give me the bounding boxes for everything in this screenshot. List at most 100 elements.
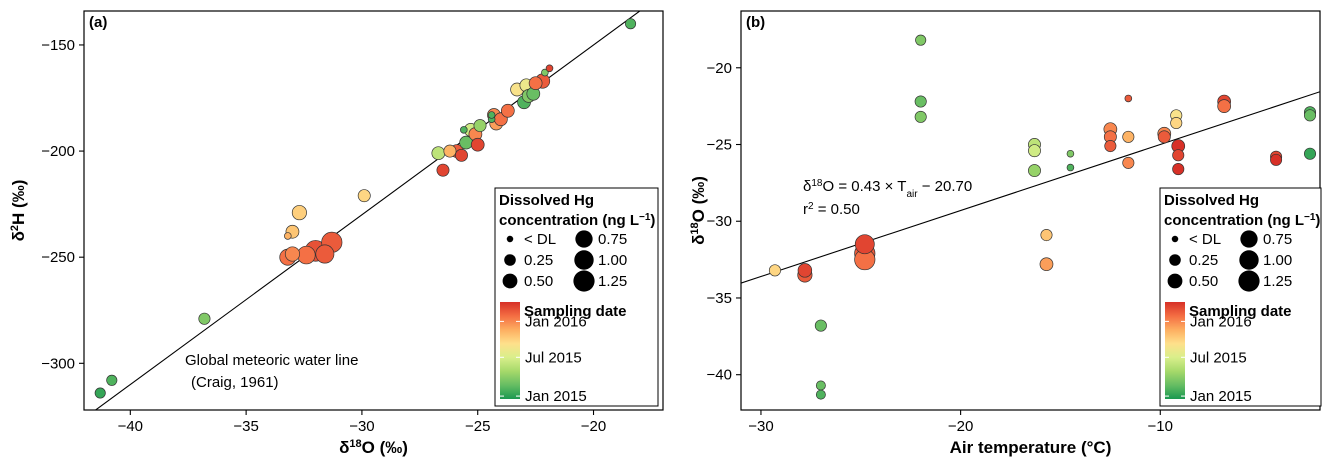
data-point	[94, 387, 106, 399]
data-point	[814, 319, 827, 332]
legend-size-label: < DL	[524, 231, 556, 248]
legend-size-title: Dissolved Hg	[499, 192, 594, 209]
data-point	[1172, 149, 1185, 162]
regression-line	[741, 91, 1320, 284]
plot-frame	[83, 10, 664, 411]
data-point	[545, 64, 554, 73]
data-point	[1028, 144, 1041, 158]
legend-size-swatch	[575, 230, 593, 248]
data-point	[1066, 149, 1075, 158]
legend-size-swatch	[1167, 273, 1183, 289]
y-tick-label: −25	[707, 137, 732, 154]
legend-size-label: 1.25	[1263, 273, 1292, 290]
data-point	[854, 234, 875, 255]
data-point	[284, 246, 300, 262]
data-point	[443, 144, 457, 158]
legend-size-title: Dissolved Hg	[1164, 192, 1259, 209]
legend-size-swatch	[502, 273, 518, 289]
legend-size-subtitle: concentration (ng L−1)	[499, 212, 655, 230]
data-point	[1304, 109, 1317, 122]
y-tick-label: −30	[707, 213, 732, 230]
legend: Dissolved Hg concentration (ng L−1)< DL 0.…	[494, 187, 659, 407]
legend-size-swatch	[574, 250, 594, 270]
data-point	[1028, 164, 1041, 178]
data-point	[198, 312, 211, 325]
y-axis-title: δ2H (‰)	[9, 180, 28, 242]
x-tick-label: −25	[465, 418, 490, 435]
legend-size-swatch	[1238, 270, 1260, 292]
data-point	[815, 389, 826, 400]
x-tick-label: −35	[233, 418, 258, 435]
x-tick-label: −20	[948, 418, 973, 435]
data-point	[487, 111, 496, 119]
legend-size-swatch	[573, 270, 595, 292]
data-point	[914, 110, 927, 123]
data-point	[914, 95, 927, 108]
y-tick-label: −40	[707, 367, 732, 384]
data-point	[1170, 117, 1183, 130]
data-point	[357, 189, 371, 203]
data-point	[1039, 257, 1054, 272]
data-point	[1217, 99, 1232, 113]
legend-box	[1159, 187, 1322, 407]
legend-size-subtitle: concentration (ng L−1)	[1164, 212, 1320, 230]
data-point	[1066, 163, 1075, 172]
data-point	[625, 18, 637, 30]
legend-size-label: 0.75	[598, 231, 627, 248]
x-tick-label: −30	[349, 418, 374, 435]
y-tick-label: −35	[707, 290, 732, 307]
y-tick-label: −200	[41, 143, 75, 160]
data-point	[1172, 163, 1185, 176]
data-point	[1040, 229, 1053, 242]
legend-date-label: Jan 2015	[1190, 388, 1252, 405]
data-point	[106, 374, 118, 386]
meteoric-water-line	[94, 11, 641, 410]
legend-size-label: 1.25	[598, 273, 627, 290]
legend-size-label: 0.75	[1263, 231, 1292, 248]
data-point	[768, 264, 781, 277]
x-tick-label: −40	[118, 418, 143, 435]
legend-date-label: Jan 2016	[525, 313, 587, 330]
legend-size-swatch	[1239, 250, 1259, 270]
data-point	[460, 126, 468, 134]
line-annotation-citation: (Craig, 1961)	[191, 374, 279, 391]
legend-date-title: Sampling date	[1189, 303, 1292, 320]
legend-size-swatch	[504, 254, 516, 266]
legend-date-label: Jul 2015	[1190, 349, 1247, 366]
y-tick-label: −300	[41, 355, 75, 372]
regression-equation: δ18O = 0.43 × Tair − 20.70	[803, 178, 972, 200]
panel-label: (a)	[89, 14, 107, 31]
data-point	[431, 146, 446, 161]
legend-size-label: 0.50	[524, 273, 553, 290]
data-point	[436, 163, 450, 177]
y-tick-label: −250	[41, 249, 75, 266]
x-axis-title: Air temperature (°C)	[950, 438, 1112, 457]
data-point	[455, 148, 468, 162]
y-tick-label: −20	[707, 60, 732, 77]
data-point	[1157, 130, 1171, 144]
data-point	[500, 103, 515, 118]
legend-size-swatch	[1169, 254, 1181, 266]
x-axis-title: δ18O (‰)	[339, 438, 408, 457]
legend-size-label: 0.25	[1189, 252, 1218, 269]
legend-size-label: 1.00	[598, 252, 627, 269]
panel-label: (b)	[746, 14, 765, 31]
data-point	[1124, 94, 1133, 103]
x-tick-label: −20	[581, 418, 606, 435]
legend-size-swatch	[506, 235, 514, 243]
date-colorbar	[1165, 302, 1185, 399]
legend: Dissolved Hg concentration (ng L−1)< DL 0.…	[1159, 187, 1322, 407]
data-point	[473, 119, 487, 133]
legend-date-label: Jul 2015	[525, 349, 582, 366]
data-point	[528, 76, 543, 91]
legend-size-label: < DL	[1189, 231, 1221, 248]
x-tick-label: −10	[1148, 418, 1173, 435]
data-point	[1270, 153, 1283, 166]
legend-box	[494, 187, 659, 407]
panel-b: −30 −20 −10 −40 −35 −30 −25 −20 (b) Air temperatu…	[689, 10, 1322, 457]
y-tick-label: −150	[41, 37, 75, 54]
legend-size-label: 0.50	[1189, 273, 1218, 290]
data-point	[915, 34, 927, 46]
data-point	[297, 245, 316, 265]
